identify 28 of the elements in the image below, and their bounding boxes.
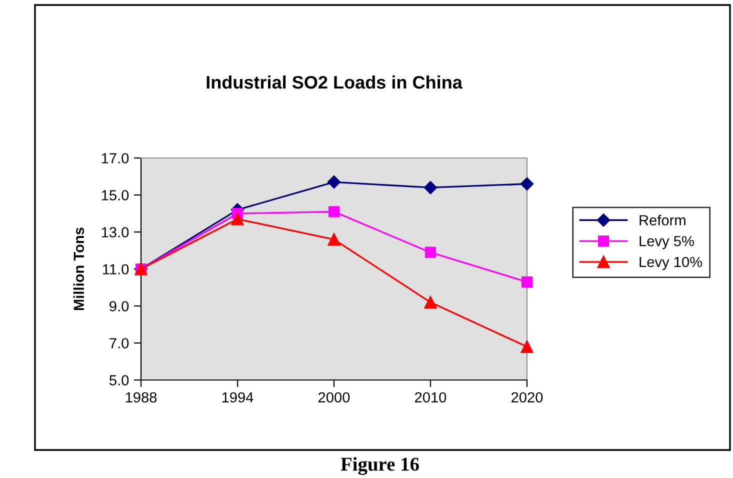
y-tick-label: 9.0 [110,301,129,312]
x-tick-label: 1988 [126,392,157,403]
y-tick-label: 15.0 [102,190,129,200]
point [424,181,438,194]
caption: Figure 16 [340,457,419,475]
legend-label: Reform [640,214,686,226]
y-tick-label: 13.0 [102,227,129,238]
y-tick-label: 17.0 [102,153,129,164]
point [521,276,533,288]
chart-title: Industrial SO2 Loads in China [206,75,463,89]
point [424,246,436,258]
point [520,177,534,190]
x-tick-label: 2020 [512,392,543,403]
y-tick-label: 5.0 [110,375,129,386]
x-tick-label: 2010 [415,392,446,403]
point [520,340,534,353]
y-tick-label: 7.0 [110,338,129,348]
point [327,175,341,189]
y-tick-label: 11.0 [103,264,129,274]
point [231,212,244,226]
point [424,296,437,309]
legend-label: Levy 5% [640,236,694,250]
y-axis-title: Million Tons [73,228,84,310]
point [328,206,340,218]
point [328,233,340,246]
x-tick-label: 1994 [222,392,254,403]
x-tick-label: 2000 [318,392,350,403]
legend-label: Levy 10% [640,256,702,270]
